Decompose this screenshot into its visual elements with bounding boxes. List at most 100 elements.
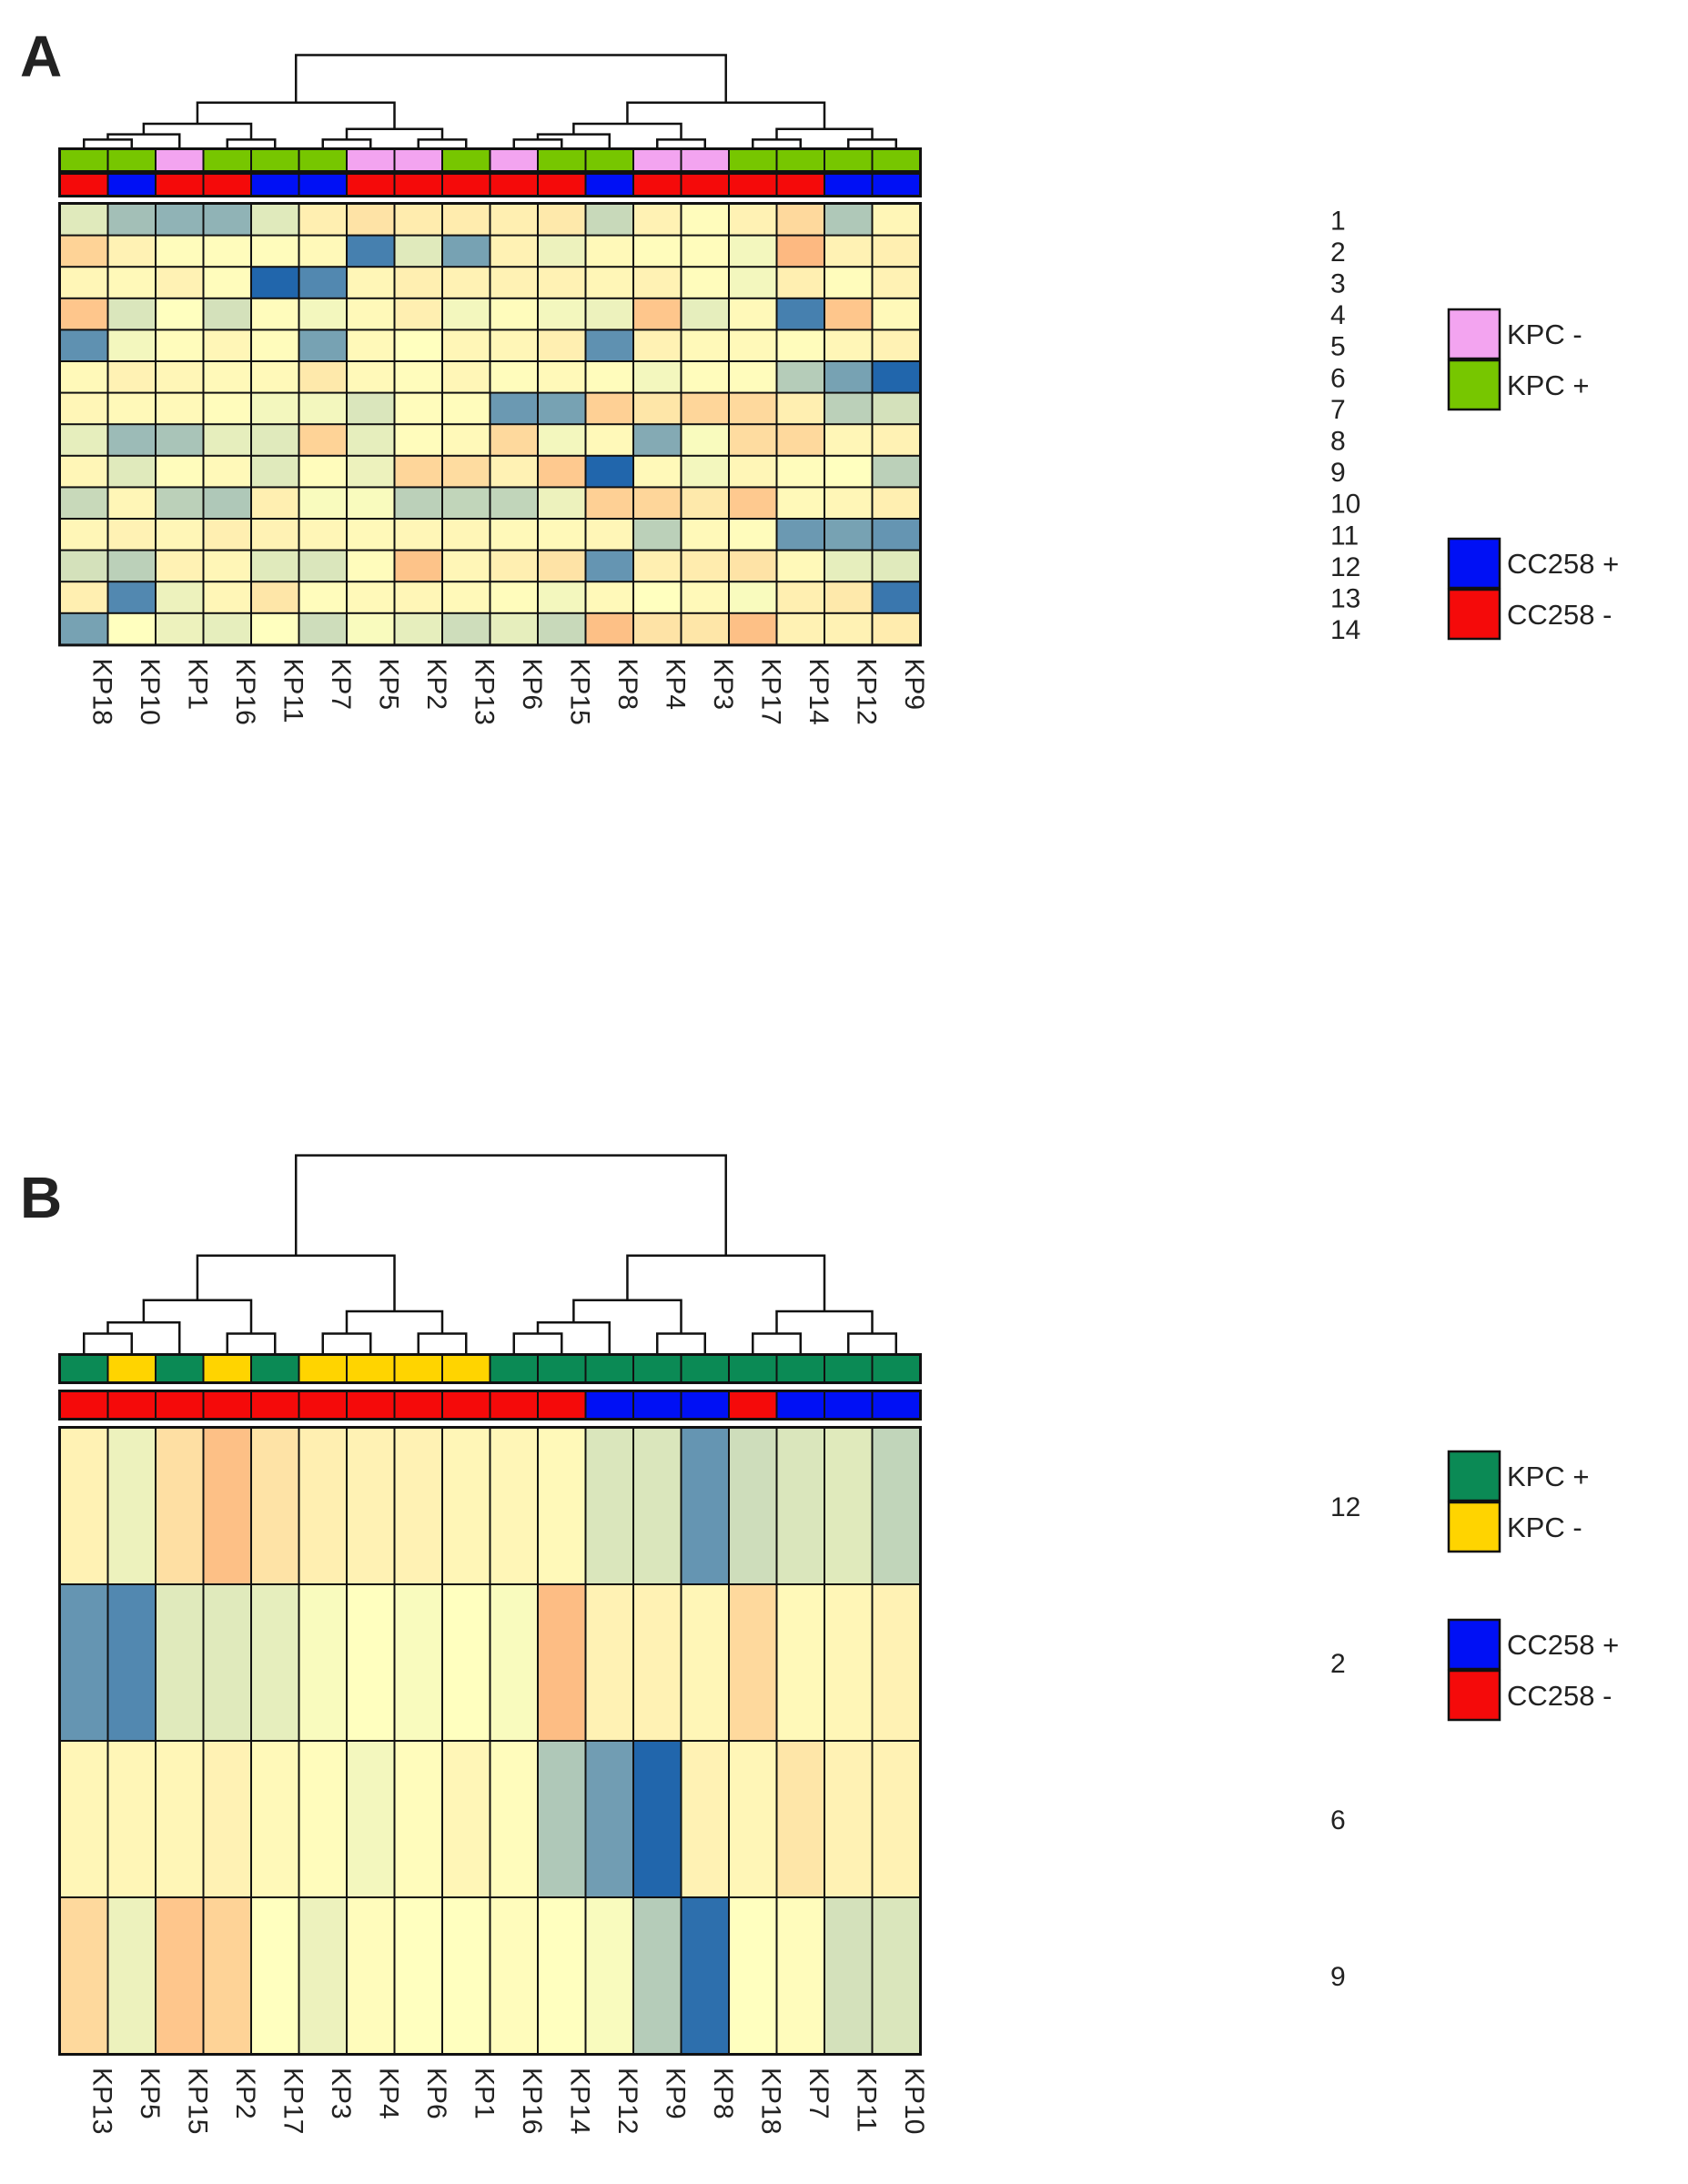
heatmap-cell bbox=[108, 1742, 155, 1896]
heatmap-cell bbox=[299, 330, 346, 360]
legend-swatch bbox=[1447, 1501, 1501, 1553]
heatmap-cell bbox=[299, 393, 346, 424]
heatmap-cell bbox=[682, 1898, 728, 2053]
heatmap-cell bbox=[873, 613, 919, 644]
heatmap-cell bbox=[873, 425, 919, 455]
column-label: KP3 bbox=[708, 658, 738, 710]
heatmap-cell bbox=[108, 425, 155, 455]
heatmap-cell bbox=[777, 1898, 824, 2053]
column-label: KP8 bbox=[612, 658, 642, 710]
heatmap-cell bbox=[348, 551, 394, 581]
heatmap-cell bbox=[682, 582, 728, 612]
heatmap-cell bbox=[157, 488, 203, 518]
heatmap-cell bbox=[395, 1898, 441, 2053]
heatmap-cell bbox=[873, 1898, 919, 2053]
heatmap-cell bbox=[443, 551, 490, 581]
heatmap-cell bbox=[395, 362, 441, 392]
heatmap-cell bbox=[634, 268, 681, 298]
heatmap-cell bbox=[777, 425, 824, 455]
heatmap-cell bbox=[61, 613, 107, 644]
legend-swatch bbox=[1447, 359, 1501, 411]
heatmap-cell bbox=[682, 1429, 728, 1583]
column-label: KP1 bbox=[182, 658, 212, 710]
heatmap-cell bbox=[157, 362, 203, 392]
column-label: KP6 bbox=[517, 658, 547, 710]
heatmap-cell bbox=[825, 488, 872, 518]
row-label: 9 bbox=[1330, 458, 1346, 488]
heatmap-cell bbox=[730, 330, 776, 360]
heatmap-cell bbox=[299, 582, 346, 612]
column-label: KP5 bbox=[135, 2068, 165, 2119]
row-label: 14 bbox=[1330, 615, 1360, 645]
heatmap-cell bbox=[586, 268, 632, 298]
heatmap-cell bbox=[539, 1898, 585, 2053]
heatmap-cell bbox=[348, 268, 394, 298]
heatmap-cell bbox=[730, 488, 776, 518]
heatmap-cell bbox=[490, 1585, 537, 1740]
heatmap-cell bbox=[348, 613, 394, 644]
heatmap-cell bbox=[252, 1585, 298, 1740]
cc258-annotation-cell bbox=[108, 175, 155, 195]
column-label: KP12 bbox=[612, 2068, 642, 2134]
heatmap-cell bbox=[634, 236, 681, 267]
heatmap-cell bbox=[539, 582, 585, 612]
cc258-annotation-cell bbox=[730, 1392, 776, 1418]
cc258-annotation-cell bbox=[299, 1392, 346, 1418]
heatmap-cell bbox=[825, 520, 872, 550]
heatmap-cell bbox=[490, 582, 537, 612]
heatmap-cell bbox=[539, 456, 585, 487]
heatmap-cell bbox=[539, 393, 585, 424]
heatmap-cell bbox=[61, 236, 107, 267]
heatmap-cell bbox=[395, 1585, 441, 1740]
kpc-annotation-cell bbox=[157, 1356, 203, 1381]
heatmap-cell bbox=[252, 1429, 298, 1583]
kpc-annotation-cell bbox=[873, 1356, 919, 1381]
heatmap-cell bbox=[730, 236, 776, 267]
kpc-annotation-cell bbox=[348, 1356, 394, 1381]
heatmap-cell bbox=[634, 520, 681, 550]
heatmap-cell bbox=[682, 393, 728, 424]
heatmap-cell bbox=[539, 520, 585, 550]
heatmap-cell bbox=[443, 613, 490, 644]
kpc-annotation-cell bbox=[61, 150, 107, 170]
heatmap-cell bbox=[586, 298, 632, 329]
heatmap-cell bbox=[299, 551, 346, 581]
cc258-annotation-cell bbox=[730, 175, 776, 195]
heatmap-cell bbox=[634, 582, 681, 612]
heatmap-cell bbox=[634, 330, 681, 360]
heatmap-cell bbox=[634, 298, 681, 329]
heatmap-cell bbox=[730, 613, 776, 644]
heatmap-cell bbox=[825, 362, 872, 392]
heatmap-cell bbox=[873, 520, 919, 550]
heatmap-cell bbox=[443, 456, 490, 487]
heatmap-cell bbox=[395, 582, 441, 612]
row-label: 2 bbox=[1330, 1649, 1346, 1679]
heatmap-cell bbox=[443, 488, 490, 518]
heatmap-cell bbox=[395, 488, 441, 518]
heatmap-cell bbox=[157, 1429, 203, 1583]
heatmap-cell bbox=[682, 1742, 728, 1896]
heatmap-cell bbox=[730, 393, 776, 424]
heatmap-cell bbox=[204, 488, 250, 518]
heatmap-cell bbox=[634, 456, 681, 487]
heatmap-cell bbox=[108, 520, 155, 550]
cc258-annotation-cell bbox=[395, 1392, 441, 1418]
heatmap-cell bbox=[108, 393, 155, 424]
cc258-annotation-cell bbox=[299, 175, 346, 195]
kpc-annotation-cell bbox=[395, 150, 441, 170]
heatmap-cell bbox=[61, 520, 107, 550]
kpc-annotation-cell bbox=[61, 1356, 107, 1381]
heatmap-cell bbox=[730, 1898, 776, 2053]
heatmap-cell bbox=[730, 456, 776, 487]
heatmap-cell bbox=[777, 551, 824, 581]
heatmap-cell bbox=[730, 520, 776, 550]
heatmap-cell bbox=[252, 425, 298, 455]
cc258-annotation-cell bbox=[586, 175, 632, 195]
heatmap-cell bbox=[730, 1585, 776, 1740]
legend-swatch bbox=[1447, 1618, 1501, 1671]
cc258-annotation-cell bbox=[490, 175, 537, 195]
heatmap-cell bbox=[395, 1429, 441, 1583]
heatmap-cell bbox=[395, 205, 441, 235]
legend-label: KPC + bbox=[1507, 369, 1589, 401]
heatmap-cell bbox=[825, 1742, 872, 1896]
